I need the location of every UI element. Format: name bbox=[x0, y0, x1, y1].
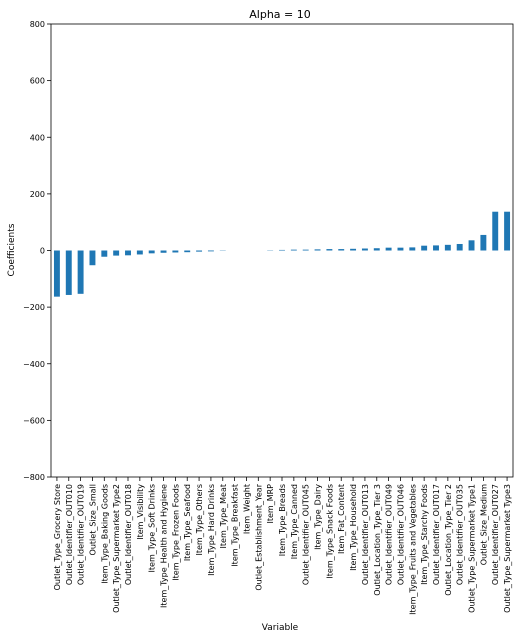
bar-38 bbox=[504, 211, 511, 251]
bar-2 bbox=[77, 250, 84, 294]
bar-30 bbox=[409, 247, 416, 251]
bar-26 bbox=[361, 248, 368, 251]
bar-10 bbox=[172, 250, 179, 253]
x-tick-label-38: Outlet_Type_Supermarket Type3 bbox=[503, 484, 512, 613]
x-tick-label-7: Item_Visibility bbox=[136, 484, 145, 540]
bar-33 bbox=[444, 244, 451, 251]
bar-34 bbox=[456, 243, 463, 251]
x-tick-label-1: Outlet_Identifier_OUT010 bbox=[65, 484, 74, 585]
x-tick-label-26: Outlet_Identifier_OUT013 bbox=[361, 484, 370, 585]
bar-1 bbox=[65, 250, 72, 295]
bar-27 bbox=[373, 248, 380, 251]
x-tick-label-13: Item_Type_Hard Drinks bbox=[207, 484, 216, 576]
bar-20 bbox=[290, 249, 297, 251]
y-tick-label-4: 0 bbox=[40, 247, 45, 256]
bar-7 bbox=[136, 250, 143, 255]
y-axis-label: Coefficients bbox=[7, 223, 17, 276]
plot-frame bbox=[50, 23, 514, 478]
bar-24 bbox=[338, 249, 345, 251]
y-tick-label-8: 800 bbox=[30, 20, 45, 29]
bar-13 bbox=[207, 250, 214, 252]
y-tick-label-1: −600 bbox=[23, 416, 45, 425]
x-tick-label-2: Outlet_Identifier_OUT019 bbox=[77, 484, 86, 585]
bar-6 bbox=[125, 250, 131, 256]
bar-37 bbox=[492, 211, 499, 251]
x-tick-label-28: Outlet_Identifier_OUT049 bbox=[385, 484, 394, 585]
x-tick-label-33: Outlet_Location_Type_Tier 2 bbox=[444, 484, 453, 596]
bar-22 bbox=[314, 249, 321, 251]
x-tick-label-19: Item_Type_Breads bbox=[278, 484, 287, 556]
x-tick-label-11: Item_Type_Seafood bbox=[183, 484, 192, 561]
y-tick-label-6: 400 bbox=[30, 133, 45, 142]
y-tick-label-3: −200 bbox=[23, 303, 45, 312]
x-tick-label-20: Item_Type_Canned bbox=[290, 484, 299, 559]
x-tick-label-3: Outlet_Size_Small bbox=[88, 484, 97, 555]
x-tick-label-10: Item_Type_Frozen Foods bbox=[171, 484, 180, 581]
x-tick-label-37: Outlet_Identifier_OUT027 bbox=[491, 484, 500, 585]
x-tick-label-5: Outlet_Type_Supermarket Type2 bbox=[112, 484, 121, 613]
bar-32 bbox=[433, 245, 439, 251]
bar-9 bbox=[160, 250, 167, 253]
bar-29 bbox=[397, 247, 404, 251]
x-tick-label-27: Outlet_Location_Type_Tier 3 bbox=[373, 484, 382, 596]
bar-36 bbox=[480, 234, 487, 251]
x-tick-label-0: Outlet_Type_Grocery Store bbox=[53, 484, 62, 590]
bar-21 bbox=[302, 249, 309, 251]
x-tick-label-34: Outlet_Identifier_OUT035 bbox=[456, 484, 465, 585]
x-tick-label-4: Item_Type_Baking Goods bbox=[100, 484, 109, 584]
bar-3 bbox=[89, 250, 96, 266]
bar-0 bbox=[53, 250, 60, 297]
x-tick-label-9: Item_Type_Health and Hygiene bbox=[160, 484, 169, 608]
plot-area: −800 −600 −400 −200 0 200 400 600 800 Outlet_Type… bbox=[23, 20, 514, 615]
x-axis-label: Variable bbox=[262, 623, 299, 633]
x-tick-label-21: Outlet_Identifier_OUT045 bbox=[302, 484, 311, 585]
x-tick-label-36: Outlet_Size_Medium bbox=[479, 484, 488, 565]
y-tick-label-2: −400 bbox=[23, 360, 45, 369]
chart-title: Alpha = 10 bbox=[249, 8, 310, 21]
bar-25 bbox=[350, 248, 357, 251]
bar-28 bbox=[385, 247, 392, 251]
x-tick-label-24: Item_Fat_Content bbox=[337, 484, 346, 554]
x-tick-label-14: Item_Type_Meat bbox=[219, 484, 228, 548]
bar-12 bbox=[196, 250, 203, 252]
bar-35 bbox=[468, 240, 475, 251]
bar-8 bbox=[148, 250, 155, 254]
y-tick-label-5: 200 bbox=[30, 190, 45, 199]
x-tick-label-6: Outlet_Identifier_OUT018 bbox=[124, 484, 133, 585]
x-tick-label-29: Outlet_Identifier_OUT046 bbox=[396, 484, 405, 585]
x-tick-label-8: Item_Type_Soft Drinks bbox=[148, 484, 157, 572]
x-tick-label-35: Outlet_Type_Supermarket Type1 bbox=[468, 484, 477, 613]
bar-31 bbox=[421, 245, 428, 251]
x-tick-label-30: Item_Type_Fruits and Vegetables bbox=[408, 484, 417, 615]
x-tick-label-25: Item_Type_Household bbox=[349, 484, 358, 571]
bar-4 bbox=[101, 250, 108, 257]
bar-5 bbox=[113, 250, 120, 256]
x-tick-label-17: Outlet_Establishment_Year bbox=[254, 483, 263, 590]
x-tick-label-22: Item_Type_Dairy bbox=[314, 484, 323, 550]
x-tick-label-12: Item_Type_Others bbox=[195, 484, 204, 555]
x-tick-label-18: Item_MRP bbox=[266, 484, 275, 524]
x-tick-label-32: Outlet_Identifier_OUT017 bbox=[432, 484, 441, 585]
bar-19 bbox=[279, 249, 285, 251]
bar-11 bbox=[184, 250, 191, 253]
y-tick-label-7: 600 bbox=[30, 77, 45, 86]
x-tick-label-23: Item_Type_Snack Foods bbox=[325, 484, 334, 579]
bar-23 bbox=[326, 249, 333, 251]
x-tick-label-16: Item_Weight bbox=[242, 484, 251, 534]
x-tick-label-31: Item_Type_Starchy Foods bbox=[420, 484, 429, 585]
x-tick-label-15: Item_Type_Breakfast bbox=[231, 484, 240, 567]
y-tick-label-0: −800 bbox=[23, 473, 45, 482]
